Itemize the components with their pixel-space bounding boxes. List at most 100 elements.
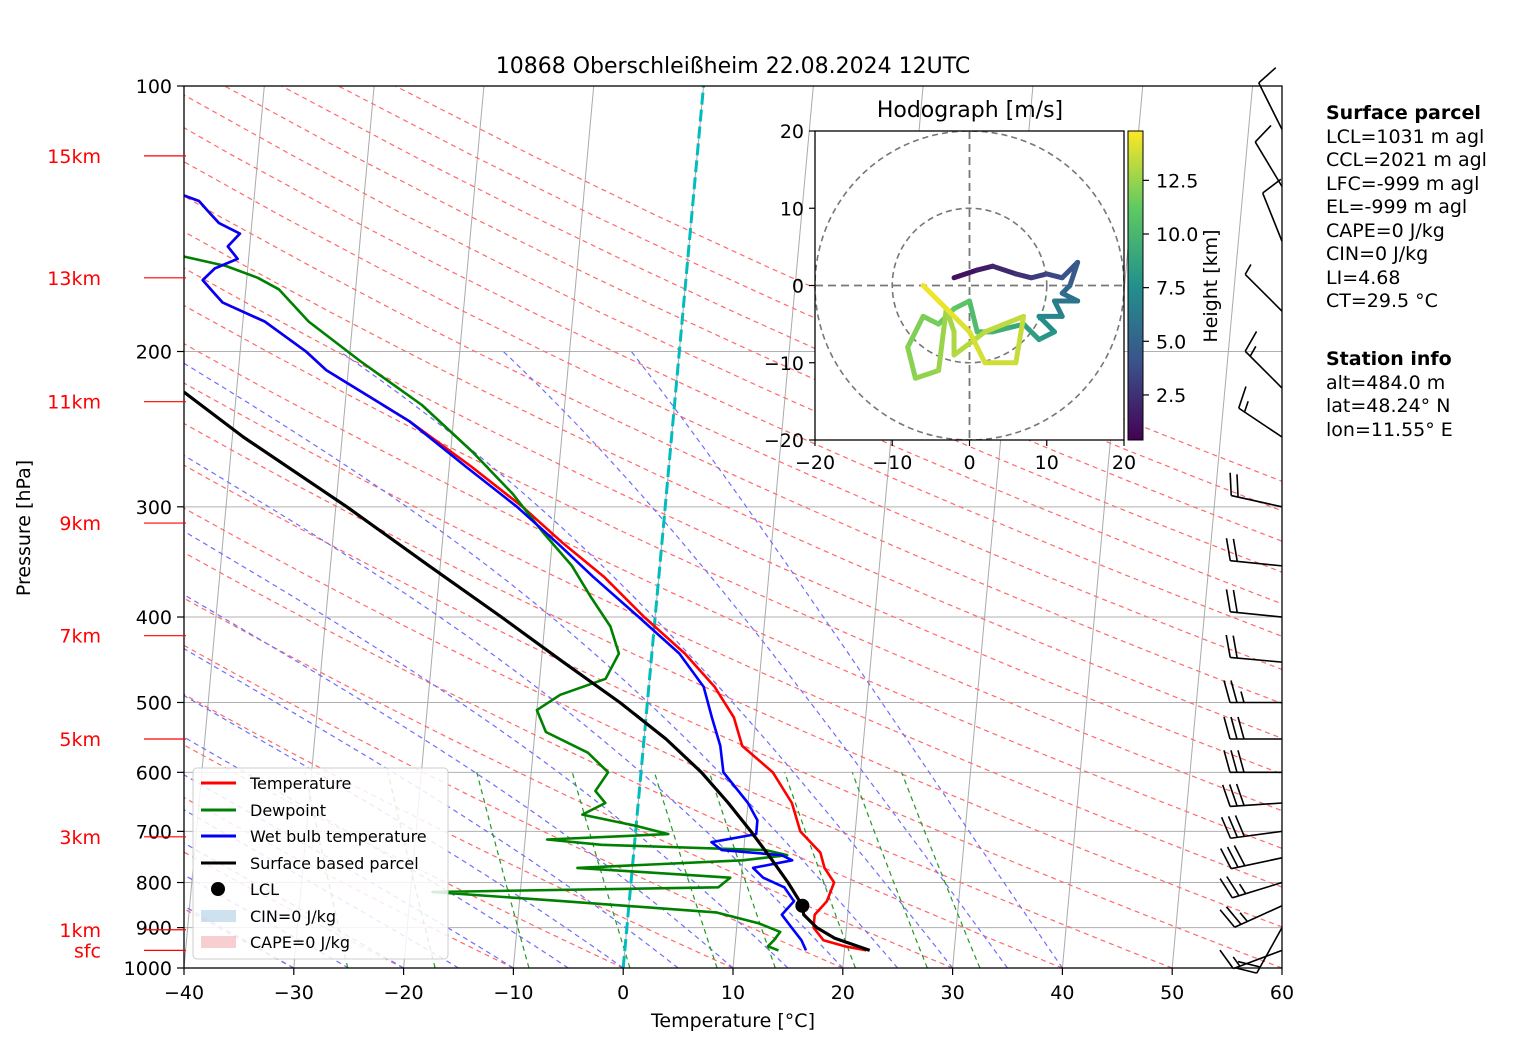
- station-info-line: lat=48.24° N: [1326, 395, 1453, 419]
- barb-flag: [1229, 816, 1238, 837]
- barb-flag: [1223, 785, 1230, 807]
- station-info-panel: Station info alt=484.0 m lat=48.24° N lo…: [1326, 348, 1453, 442]
- hodograph-x-tick-label: 0: [963, 452, 975, 474]
- y-tick-label: 400: [136, 607, 172, 629]
- surface-parcel-panel: Surface parcel LCL=1031 m agl CCL=2021 m…: [1326, 102, 1487, 314]
- height-label: 15km: [47, 146, 101, 168]
- barb-staff: [1231, 496, 1282, 507]
- x-tick-label: 20: [831, 982, 855, 1004]
- y-tick-label: 100: [136, 76, 172, 98]
- height-label: sfc: [74, 940, 101, 962]
- barb-flag: [1226, 635, 1230, 657]
- barb-flag: [1255, 125, 1271, 141]
- x-tick-label: 40: [1050, 982, 1074, 1004]
- y-tick-label: 800: [136, 873, 172, 895]
- wind-barb: [1226, 589, 1282, 617]
- wind-barb: [1239, 387, 1282, 437]
- wind-barb: [1245, 331, 1282, 388]
- wind-barb: [1245, 264, 1282, 311]
- legend-label: Dewpoint: [250, 801, 326, 820]
- hodograph-y-tick-label: −10: [764, 353, 804, 375]
- x-tick-label: 30: [941, 982, 965, 1004]
- legend-marker: [211, 882, 225, 896]
- mixing-ratio-line: [852, 772, 927, 968]
- y-tick-label: 900: [136, 918, 172, 940]
- surface-parcel-line: EL=-999 m agl: [1326, 196, 1487, 220]
- barb-flag: [1231, 680, 1237, 702]
- barb-flag: [1238, 750, 1244, 772]
- hodograph-x-tick-label: −10: [872, 452, 912, 474]
- height-label: 13km: [47, 268, 101, 290]
- barb-half-flag: [1240, 884, 1246, 894]
- barb-flag: [1220, 950, 1233, 968]
- y-axis-label: Pressure [hPa]: [13, 460, 35, 596]
- wind-barb: [1226, 635, 1282, 662]
- wind-barb: [1221, 846, 1282, 869]
- wind-barb: [1255, 125, 1282, 186]
- barb-flag: [1231, 750, 1237, 772]
- height-label: 1km: [59, 920, 101, 942]
- barb-flag: [1226, 538, 1230, 560]
- legend-label: LCL: [250, 880, 279, 899]
- barb-staff: [1230, 803, 1282, 806]
- barb-flag: [1230, 473, 1231, 496]
- height-label: 11km: [47, 392, 101, 414]
- height-label: 7km: [59, 626, 101, 648]
- y-tick-label: 300: [136, 497, 172, 519]
- barb-staff: [1230, 831, 1282, 838]
- x-tick-label: −10: [493, 982, 533, 1004]
- hodograph-x-tick-label: −20: [795, 452, 835, 474]
- wind-barb: [1222, 815, 1282, 838]
- station-info-heading: Station info: [1326, 348, 1453, 372]
- colorbar-label: Height [km]: [1200, 229, 1222, 342]
- wind-barb: [1226, 538, 1282, 566]
- station-info-line: lon=11.55° E: [1326, 419, 1453, 443]
- barb-flag: [1226, 589, 1230, 611]
- legend-label: Wet bulb temperature: [250, 827, 427, 846]
- barb-flag: [1220, 910, 1235, 928]
- wind-barb: [1263, 179, 1282, 241]
- isotherm-line: [1172, 86, 1252, 968]
- y-tick-label: 200: [136, 342, 172, 364]
- y-tick-label: 500: [136, 692, 172, 714]
- barb-flag: [1224, 680, 1230, 702]
- x-tick-label: −40: [164, 982, 204, 1004]
- chart-title: 10868 Oberschleißheim 22.08.2024 12UTC: [496, 54, 971, 79]
- y-tick-label: 600: [136, 762, 172, 784]
- x-tick-label: −30: [274, 982, 314, 1004]
- hodograph-y-tick-label: 20: [780, 121, 804, 143]
- barb-half-flag: [1245, 264, 1251, 274]
- barb-flag: [1239, 387, 1246, 409]
- colorbar-tick-label: 5.0: [1156, 331, 1186, 353]
- legend-patch: [201, 936, 236, 948]
- legend-label: Temperature: [249, 774, 351, 793]
- barb-half-flag: [1240, 913, 1247, 922]
- surface-parcel-line: CAPE=0 J/kg: [1326, 220, 1487, 244]
- legend-label: CIN=0 J/kg: [250, 907, 336, 926]
- mixing-ratio-line: [655, 772, 718, 968]
- surface-parcel-line: LI=4.68: [1326, 267, 1487, 291]
- moist-adiabat: [503, 352, 1007, 969]
- colorbar-tick-label: 10.0: [1156, 224, 1198, 246]
- surface-parcel-line: LFC=-999 m agl: [1326, 173, 1487, 197]
- surface-parcel-line: LCL=1031 m agl: [1326, 126, 1487, 150]
- barb-flag: [1238, 717, 1244, 739]
- height-label: 3km: [59, 827, 101, 849]
- mixing-ratio-line: [477, 772, 529, 968]
- barb-flag: [1259, 68, 1276, 83]
- surface-parcel-line: CCL=2021 m agl: [1326, 149, 1487, 173]
- barb-flag: [1224, 717, 1230, 739]
- colorbar: [1128, 131, 1143, 440]
- barb-flag: [1230, 784, 1237, 806]
- y-tick-label: 700: [136, 821, 172, 843]
- height-label: 9km: [59, 513, 101, 535]
- barb-staff: [1231, 858, 1282, 869]
- barb-staff: [1255, 142, 1282, 187]
- wind-barb: [1224, 680, 1282, 702]
- x-tick-label: 0: [617, 982, 629, 1004]
- barb-staff: [1230, 657, 1282, 662]
- colorbar-tick-label: 2.5: [1156, 385, 1186, 407]
- barb-staff: [1235, 906, 1282, 928]
